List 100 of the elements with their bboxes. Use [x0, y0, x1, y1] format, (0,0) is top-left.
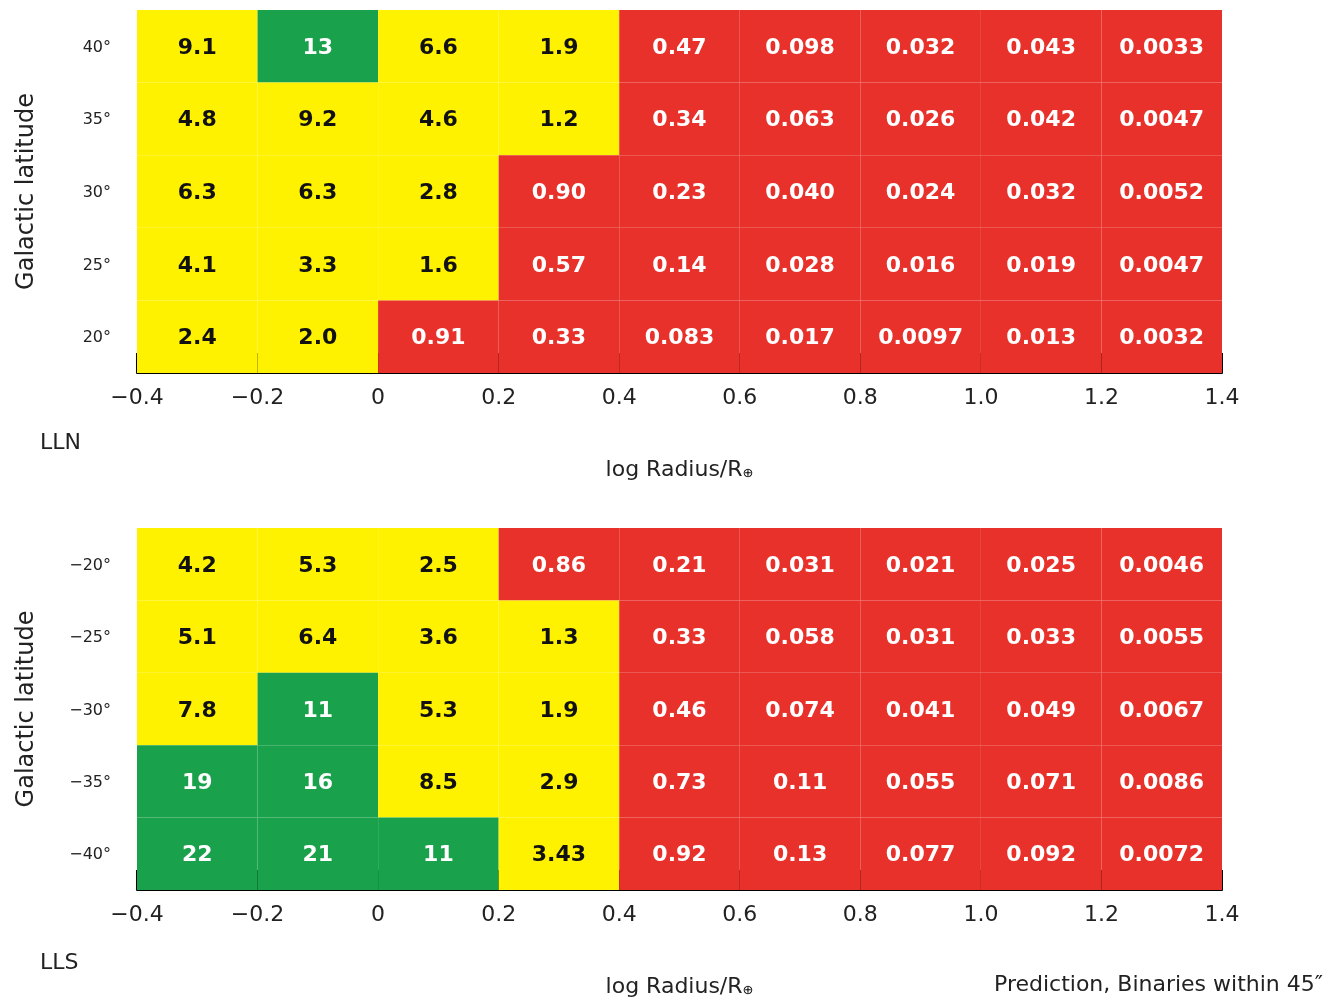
data-label: 0.031	[765, 551, 835, 577]
x-tick-label: −0.2	[230, 900, 285, 926]
data-label: 0.077	[885, 841, 956, 867]
data-label: 0.34	[652, 106, 707, 132]
data-label: 22	[181, 841, 213, 867]
data-label: 0.055	[885, 768, 956, 794]
data-label: 0.92	[652, 841, 707, 867]
data-label: 0.043	[1006, 33, 1076, 59]
data-label: 0.0067	[1119, 696, 1205, 722]
x-tick-label: 0.4	[601, 383, 637, 409]
data-label: 7.8	[177, 696, 217, 722]
data-label: 2.5	[418, 551, 458, 577]
x-tick-label: 1.4	[1204, 900, 1240, 926]
x-tick-label: 0.6	[722, 900, 758, 926]
data-label: 0.026	[885, 106, 956, 132]
data-label: 0.11	[772, 768, 828, 794]
data-label: 0.33	[652, 624, 707, 650]
data-label: 16	[302, 768, 334, 794]
data-label: 0.0047	[1119, 251, 1205, 277]
data-label: 1.6	[418, 251, 458, 277]
data-label: 0.0032	[1119, 324, 1205, 350]
x-tick-label: −0.4	[110, 383, 164, 409]
data-label: 0.0052	[1119, 179, 1205, 204]
data-label: 9.2	[298, 106, 338, 132]
data-label: 0.021	[885, 551, 956, 577]
x-tick-label: −0.4	[110, 900, 164, 926]
data-label: 0.0086	[1119, 768, 1205, 794]
data-label: 19	[181, 768, 213, 794]
y-axis-title: Galactic latitude	[11, 93, 39, 290]
y-tick-label: −20°	[69, 554, 111, 574]
data-label: 11	[302, 696, 334, 722]
data-label: 4.1	[177, 251, 217, 277]
data-label: 6.4	[298, 624, 338, 650]
data-label: 0.0072	[1119, 841, 1205, 867]
text: LLS	[40, 948, 79, 974]
data-label: 0.14	[652, 251, 707, 277]
y-tick-label: 35°	[82, 109, 111, 129]
data-label: 11	[423, 841, 454, 867]
x-tick-label: 0.8	[842, 383, 878, 409]
data-label: 0.028	[765, 251, 835, 277]
data-label: 0.040	[765, 179, 835, 204]
text: LLN	[40, 428, 81, 454]
data-label: 13	[302, 33, 334, 59]
data-label: 0.33	[531, 324, 587, 350]
data-label: 3.6	[418, 624, 458, 650]
data-label: 0.0055	[1119, 624, 1205, 650]
data-label: 9.1	[177, 33, 217, 59]
data-label: 5.1	[177, 624, 217, 650]
x-tick-label: 1.0	[963, 383, 999, 409]
data-label: 0.042	[1006, 106, 1076, 132]
data-label: 0.0047	[1119, 106, 1205, 132]
data-label: 0.23	[652, 179, 707, 204]
data-label: 0.049	[1006, 696, 1076, 722]
data-label: 5.3	[418, 696, 458, 722]
x-tick-label: 0.8	[842, 900, 878, 926]
y-axis-title: Galactic latitude	[11, 610, 39, 808]
data-label: 0.0046	[1119, 551, 1205, 577]
data-label: 0.024	[885, 179, 956, 204]
data-label: 0.032	[1006, 179, 1076, 204]
data-label: 5.3	[298, 551, 338, 577]
text: Prediction, Binaries within 45″	[994, 970, 1324, 996]
x-tick-label: 0	[371, 383, 386, 409]
data-label: 4.6	[418, 106, 458, 132]
x-tick-label: −0.2	[230, 383, 285, 409]
x-tick-label: 1.0	[963, 900, 999, 926]
data-label: 0.074	[765, 696, 835, 722]
data-label: 0.57	[531, 251, 587, 277]
y-tick-label: 25°	[82, 254, 111, 274]
data-label: 3.43	[531, 841, 587, 867]
y-tick-label: −35°	[69, 771, 111, 791]
data-label: 0.86	[531, 551, 587, 577]
data-label: 0.47	[652, 33, 707, 59]
y-tick-label: 30°	[82, 182, 111, 201]
data-label: 1.9	[539, 33, 579, 59]
data-label: 0.90	[531, 179, 587, 204]
data-label: 0.083	[644, 324, 715, 350]
data-label: 0.033	[1006, 624, 1076, 650]
data-label: 0.092	[1006, 841, 1076, 867]
data-label: 6.6	[418, 33, 458, 59]
data-label: 8.5	[418, 768, 458, 794]
data-label: 0.016	[885, 251, 956, 277]
data-label: 6.3	[177, 179, 217, 204]
data-label: 0.019	[1006, 251, 1076, 277]
data-label: 0.0097	[878, 324, 964, 350]
data-label: 0.017	[765, 324, 835, 350]
data-label: 1.3	[539, 624, 579, 650]
data-label: 4.2	[177, 551, 217, 577]
x-tick-label: 1.2	[1083, 383, 1119, 409]
x-tick-label: 0.2	[481, 900, 517, 926]
data-label: 2.4	[177, 324, 217, 350]
data-label: 1.2	[539, 106, 579, 132]
data-label: 4.8	[177, 106, 217, 132]
y-tick-label: 40°	[82, 36, 111, 56]
x-tick-label: 0	[371, 900, 386, 926]
data-label: 0.041	[885, 696, 956, 722]
data-label: 0.025	[1006, 551, 1076, 577]
y-tick-label: −40°	[69, 844, 111, 864]
x-tick-label: 0.2	[481, 383, 517, 409]
data-label: 0.031	[885, 624, 956, 650]
x-tick-label: 0.6	[722, 383, 758, 409]
